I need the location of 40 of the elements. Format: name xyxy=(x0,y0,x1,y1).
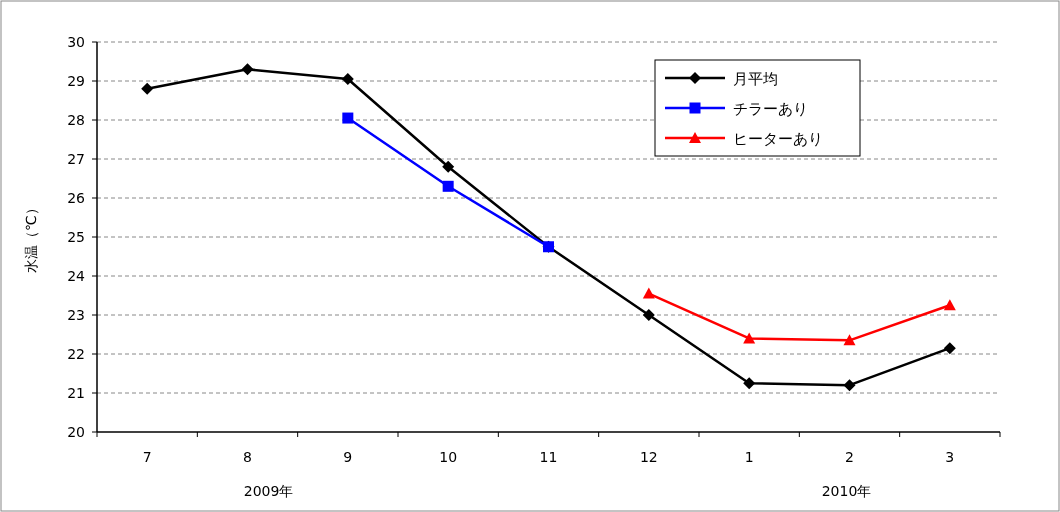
point xyxy=(642,309,655,321)
x-tick-label: 1 xyxy=(744,449,754,465)
point xyxy=(241,63,254,76)
point xyxy=(442,180,454,192)
legend-label: チラーあり xyxy=(733,100,808,118)
x-tick-label: 3 xyxy=(945,449,955,465)
y-tick-label: 23 xyxy=(67,307,85,323)
point xyxy=(943,299,956,311)
y-tick-label: 21 xyxy=(67,385,85,401)
x-tick-label: 10 xyxy=(439,449,458,465)
y-tick-label: 20 xyxy=(67,424,85,440)
x-tick-label: 2 xyxy=(845,449,854,465)
y-tick-label: 25 xyxy=(67,229,85,245)
point xyxy=(141,82,154,95)
y-tick-label: 27 xyxy=(67,151,85,167)
x-tick-label: 7 xyxy=(142,449,152,465)
y-tick-label: 26 xyxy=(67,190,86,206)
x-tick-label: 9 xyxy=(343,449,353,465)
point xyxy=(843,334,856,346)
legend-label: 月平均 xyxy=(733,70,778,88)
y-axis-title: 水温（℃） xyxy=(23,201,39,273)
x-tick-label: 8 xyxy=(243,449,252,465)
text: 2010年 xyxy=(821,483,872,499)
y-tick-label: 30 xyxy=(67,34,85,50)
point xyxy=(442,160,455,173)
text: 2009年 xyxy=(243,483,294,499)
y-tick-label: 24 xyxy=(67,268,86,284)
point xyxy=(943,342,956,355)
point xyxy=(642,287,655,299)
x-tick-label: 11 xyxy=(539,449,558,465)
y-tick-label: 28 xyxy=(67,112,85,128)
x-tick-label: 12 xyxy=(639,449,658,465)
point xyxy=(342,112,354,124)
y-tick-label: 29 xyxy=(67,73,85,89)
point xyxy=(743,377,756,390)
y-tick-label: 22 xyxy=(67,346,85,362)
point xyxy=(843,379,856,392)
point xyxy=(743,332,756,344)
legend-label: ヒーターあり xyxy=(733,130,823,148)
point xyxy=(341,73,354,86)
